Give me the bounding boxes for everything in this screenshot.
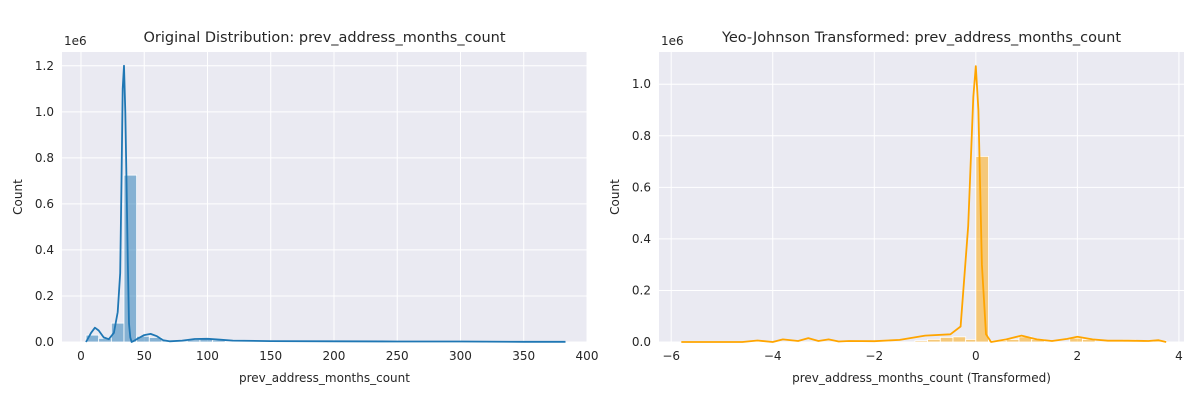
x-tick-label: −2 — [865, 349, 883, 363]
kde-line — [681, 65, 1167, 343]
y-tick-label: 0.8 — [632, 129, 651, 143]
y-tick-label: 0.4 — [632, 232, 651, 246]
histogram-bar — [914, 340, 928, 343]
x-tick-label: 400 — [576, 349, 599, 363]
histogram-bar — [952, 336, 967, 343]
x-tick-label: 350 — [512, 349, 535, 363]
histogram-bar — [123, 174, 138, 343]
y-axis-label: Count — [11, 179, 25, 215]
x-tick-label: −6 — [662, 349, 680, 363]
y-tick-label: 0.2 — [632, 283, 651, 297]
y-tick-label: 0.6 — [35, 197, 54, 211]
kde-line — [85, 64, 566, 343]
plot-background — [659, 52, 1184, 342]
y-tick-label: 1.0 — [35, 105, 54, 119]
plot-background — [62, 52, 587, 342]
x-tick-label: 200 — [323, 349, 346, 363]
x-tick-label: 4 — [1175, 349, 1183, 363]
chart-yeo-johnson-transformed: −6 −4 −2 0 2 4 0.0 0.2 0.4 0.6 0.8 1.0 1e6 Yeo-Johnso… — [608, 30, 1184, 385]
y-offset-label: 1e6 — [64, 34, 87, 48]
histogram-bar — [939, 336, 954, 343]
y-tick-label: 0.4 — [35, 243, 54, 257]
chart-original-distribution: 0 50 100 150 200 250 300 350 400 0.0 0.2 0.4 0.6 0.8 1… — [11, 30, 598, 385]
x-tick-label: 0 — [972, 349, 980, 363]
histogram-bar — [927, 339, 941, 343]
y-tick-label: 0.0 — [632, 335, 651, 349]
x-tick-label: 2 — [1074, 349, 1082, 363]
y-tick-label: 0.0 — [35, 335, 54, 349]
y-tick-label: 0.2 — [35, 289, 54, 303]
x-axis-label: prev_address_months_count (Transformed) — [792, 371, 1051, 385]
x-tick-label: 0 — [77, 349, 85, 363]
y-tick-label: 1.2 — [35, 59, 54, 73]
histogram-bar — [965, 339, 977, 343]
y-tick-label: 0.8 — [35, 151, 54, 165]
y-tick-label: 0.6 — [632, 180, 651, 194]
x-tick-label: 100 — [196, 349, 219, 363]
y-tick-label: 1.0 — [632, 77, 651, 91]
y-axis-label: Count — [608, 179, 622, 215]
x-tick-label: 250 — [386, 349, 409, 363]
x-tick-label: 300 — [449, 349, 472, 363]
x-tick-label: 150 — [259, 349, 282, 363]
chart-title: Yeo-Johnson Transformed: prev_address_mo… — [721, 30, 1121, 46]
x-tick-label: −4 — [764, 349, 782, 363]
x-axis-label: prev_address_months_count — [239, 371, 410, 385]
x-tick-label: 50 — [137, 349, 152, 363]
y-offset-label: 1e6 — [661, 34, 684, 48]
chart-title: Original Distribution: prev_address_mont… — [143, 30, 505, 46]
